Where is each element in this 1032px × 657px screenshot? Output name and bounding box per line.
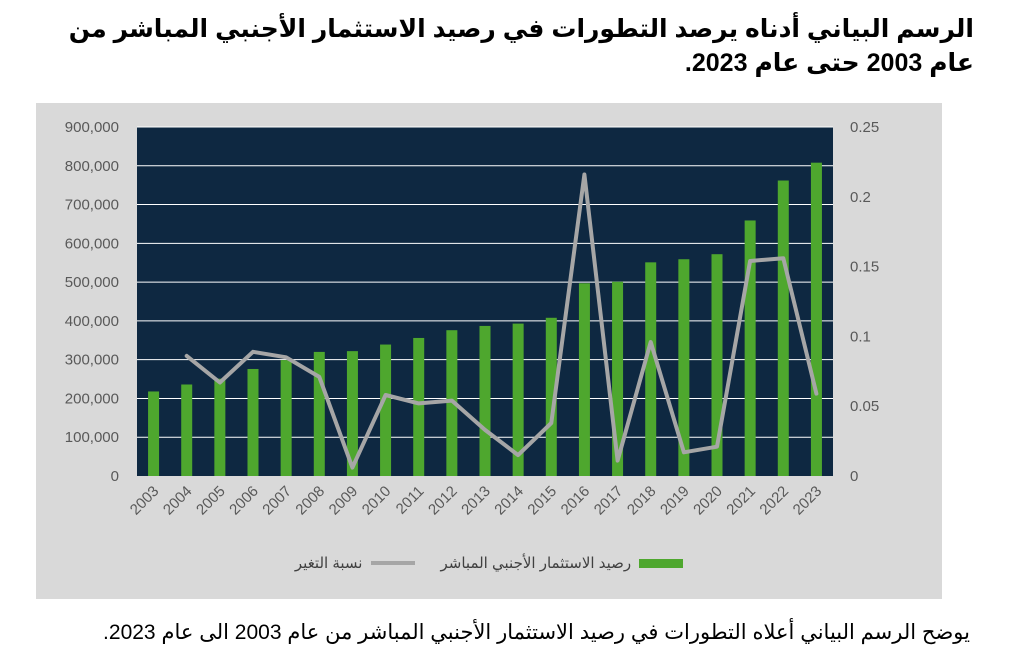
x-tick-label: 2008 (292, 483, 328, 519)
x-tick-label: 2019 (657, 483, 693, 519)
y-left-tick-label: 900,000 (65, 119, 119, 136)
y-left-tick-label: 0 (111, 468, 119, 485)
x-tick-label: 2012 (425, 483, 461, 519)
bar-2014 (512, 323, 524, 476)
x-tick-label: 2015 (524, 483, 560, 519)
y-left-tick-label: 800,000 (65, 158, 119, 175)
bar-2006 (247, 368, 259, 476)
combo-chart: 0 100,000 200,000 300,000 400,000 500,000 600,… (65, 119, 879, 519)
x-tick-label: 2006 (226, 483, 262, 519)
bar-2007 (280, 360, 292, 476)
bar-2011 (413, 337, 425, 476)
y-right-tick-label: 0.2 (850, 189, 871, 206)
x-tick-label: 2009 (326, 483, 362, 519)
y-right-tick-label: 0 (850, 468, 858, 485)
x-tick-label: 2021 (723, 483, 759, 519)
y-left-tick-label: 300,000 (65, 352, 119, 369)
chart-panel: 0 100,000 200,000 300,000 400,000 500,000 600,… (36, 103, 942, 599)
x-tick-label: 2018 (624, 483, 660, 519)
x-tick-label: 2003 (127, 483, 163, 519)
x-tick-label: 2004 (160, 483, 196, 519)
y-left-tick-label: 100,000 (65, 429, 119, 446)
y-left-tick-label: 500,000 (65, 274, 119, 291)
bar-2021 (744, 220, 756, 476)
footer-caption: يوضح الرسم البياني أعلاه التطورات في رصي… (103, 621, 970, 644)
bar-2013 (479, 325, 491, 476)
x-tick-label: 2020 (690, 483, 726, 519)
x-tick-label: 2023 (790, 483, 826, 519)
bar-2015 (545, 317, 557, 476)
bar-2022 (777, 180, 789, 476)
legend-line-swatch (370, 561, 415, 565)
y-right-tick-label: 0.15 (850, 259, 879, 276)
bar-2008 (313, 351, 325, 476)
legend-bar-label: رصيد الاستثمار الأجنبي المباشر (440, 555, 632, 572)
x-tick-label: 2016 (558, 483, 594, 519)
bar-2023 (810, 162, 822, 477)
bar-2003 (148, 391, 160, 476)
change-rate-line (184, 172, 819, 470)
chart-legend: رصيد الاستثمار الأجنبي المباشر نسبة التغ… (36, 554, 942, 572)
page-heading: الرسم البياني أدناه يرصد التطورات في رصي… (68, 15, 974, 77)
bar-2005 (214, 378, 226, 476)
x-tick-label: 2007 (259, 483, 295, 519)
bar-2018 (645, 262, 657, 476)
legend-item-bars: رصيد الاستثمار الأجنبي المباشر (441, 554, 684, 572)
legend-line-label: نسبة التغير (294, 555, 363, 572)
x-tick-label: 2011 (393, 483, 428, 518)
x-tick-label: 2005 (193, 483, 229, 519)
bar-2017 (612, 281, 624, 476)
y-right-tick-label: 0.25 (850, 119, 879, 136)
legend-item-line: نسبة التغير (295, 554, 415, 572)
y-right-tick-label: 0.05 (850, 398, 879, 415)
bar-2020 (711, 254, 723, 476)
x-tick-label: 2017 (591, 483, 627, 519)
y-left-tick-label: 600,000 (65, 235, 119, 252)
y-left-tick-label: 400,000 (65, 313, 119, 330)
legend-bar-swatch (639, 558, 684, 568)
bar-2010 (380, 344, 392, 476)
bar-2009 (346, 351, 358, 476)
x-tick-label: 2013 (458, 483, 494, 519)
x-tick-label: 2010 (359, 483, 395, 519)
x-tick-label: 2022 (756, 483, 792, 519)
y-left-tick-label: 700,000 (65, 197, 119, 214)
y-right-tick-label: 0.1 (850, 328, 871, 345)
y-left-tick-label: 200,000 (65, 390, 119, 407)
x-tick-label: 2014 (491, 483, 527, 519)
bar-2004 (181, 384, 193, 476)
bar-2016 (578, 283, 590, 476)
bar-2019 (678, 259, 690, 476)
